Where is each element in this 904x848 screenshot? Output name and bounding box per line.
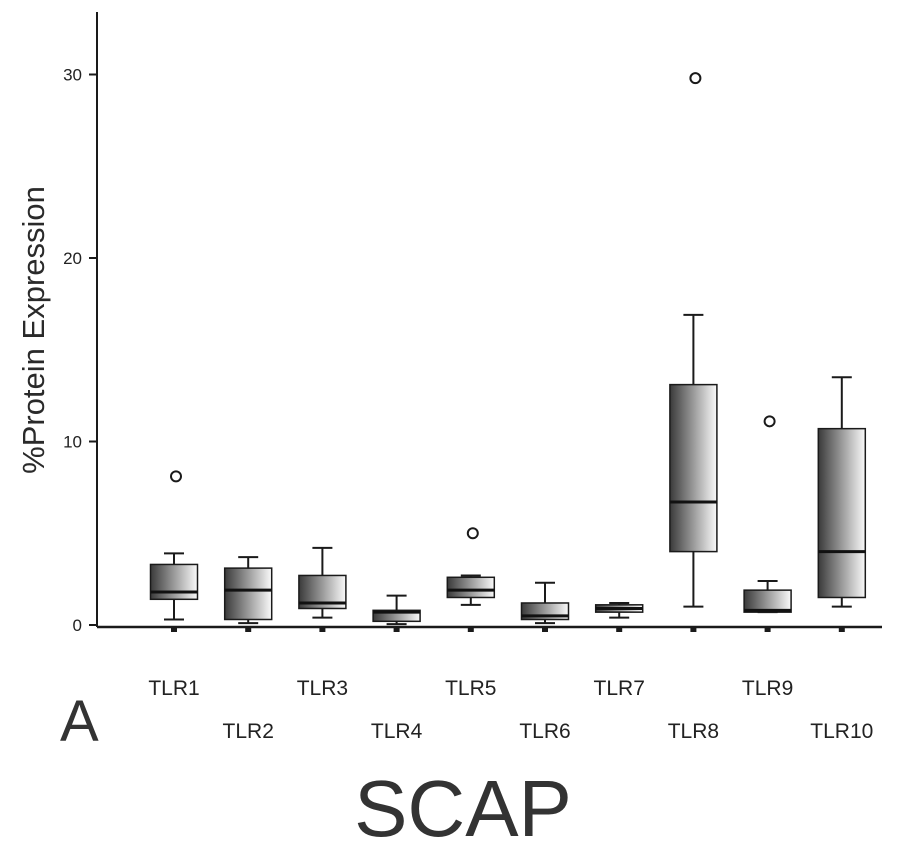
box-iqr <box>223 567 273 621</box>
outlier-point <box>466 527 479 540</box>
box-tlr9 <box>743 415 792 632</box>
box-tlr1 <box>149 470 199 632</box>
category-label: TLR1 <box>148 677 199 700</box>
x-tick-mark <box>838 626 845 632</box>
category-label: TLR7 <box>594 677 645 700</box>
category-label: TLR10 <box>810 720 873 743</box>
outlier-point <box>170 470 182 483</box>
box-tlr5 <box>446 527 496 632</box>
category-labels: TLR1 TLR2 TLR3 TLR4 TLR5 TLR6 TLR7 TLR8 TLR9 TLR1… <box>148 677 873 743</box>
box-tlr3 <box>298 546 347 632</box>
y-tick-label: 0 <box>73 616 82 635</box>
box-iqr <box>149 563 199 601</box>
box-tlr6 <box>520 581 570 632</box>
category-label: TLR9 <box>742 677 793 700</box>
axes <box>96 12 882 629</box>
x-tick-mark <box>542 626 548 632</box>
box-iqr <box>743 589 792 613</box>
y-ticks: 0 10 20 30 <box>63 66 97 635</box>
panel-label: A <box>60 689 99 754</box>
category-label: TLR6 <box>519 720 570 743</box>
x-tick-mark <box>467 626 474 632</box>
box-tlr4 <box>372 594 421 632</box>
outlier-point <box>689 72 702 85</box>
box-tlr7 <box>594 601 644 632</box>
x-tick-mark <box>245 626 252 632</box>
x-tick-mark <box>616 626 623 632</box>
x-tick-mark <box>319 626 326 632</box>
x-tick-mark <box>171 626 177 632</box>
x-tick-mark <box>393 626 400 632</box>
x-tick-mark <box>690 626 697 632</box>
box-tlr2 <box>223 556 273 632</box>
category-label: TLR8 <box>668 720 719 743</box>
category-label: TLR2 <box>223 720 274 743</box>
chart-title: SCAP <box>354 764 572 848</box>
box-iqr <box>669 383 718 553</box>
box-iqr <box>817 427 867 599</box>
category-label: TLR5 <box>445 677 496 700</box>
y-tick-label: 30 <box>63 66 82 85</box>
y-tick-label: 20 <box>63 249 82 268</box>
x-tick-mark <box>764 626 771 632</box>
category-label: TLR4 <box>371 720 423 743</box>
boxes <box>149 72 867 632</box>
outlier-point <box>763 415 776 428</box>
box-tlr10 <box>817 376 867 632</box>
box-tlr8 <box>669 72 718 632</box>
y-tick-label: 10 <box>63 433 82 452</box>
box-iqr <box>446 576 496 599</box>
y-axis-label: %Protein Expression <box>16 186 51 474</box>
category-label: TLR3 <box>297 677 348 700</box>
box-iqr <box>372 609 421 623</box>
